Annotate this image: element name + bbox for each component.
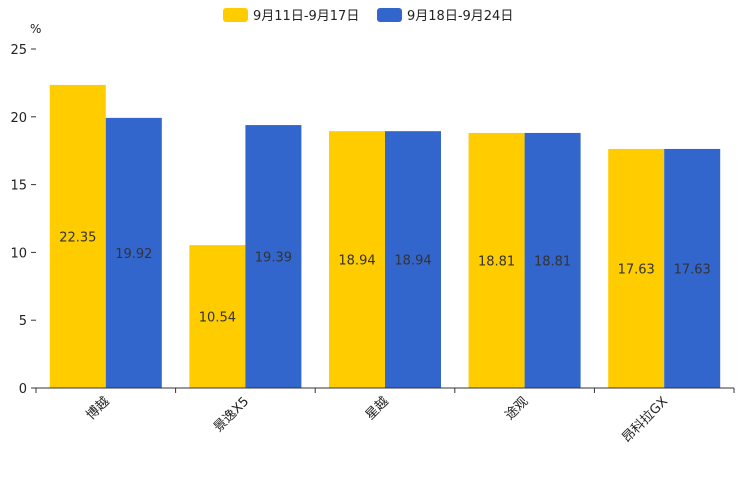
y-tick-label: 25 [10,43,27,58]
bar[interactable] [329,131,385,389]
bar-value-label: 18.81 [478,254,515,269]
legend-swatch [223,8,248,22]
legend-item[interactable]: 9月11日-9月17日 [223,8,359,24]
bar[interactable] [468,132,525,388]
x-axis: 博越 景逸X5 星越 途观 昂科拉GX [35,387,735,446]
y-axis: 0 5 10 15 20 25 [10,43,36,397]
legend-item[interactable]: 9月18日-9月24日 [377,8,513,24]
bar-value-label: 18.94 [338,254,375,269]
bar[interactable] [524,132,581,388]
y-tick-label: 10 [10,246,27,261]
bar-value-label: 17.63 [618,262,655,277]
y-tick-label: 5 [19,314,27,329]
bar-value-label: 18.81 [534,254,571,269]
bars: 22.35 10.54 18.94 18.81 17.63 19.92 19.39 18.94… [49,84,721,389]
bar[interactable] [105,117,162,388]
bar[interactable] [608,148,665,388]
x-tick-label: 途观 [502,394,532,424]
bar-value-label: 19.39 [255,251,292,266]
y-tick-label: 15 [10,179,27,194]
legend-swatch [377,8,402,22]
legend-label: 9月18日-9月24日 [407,9,513,24]
y-tick-label: 0 [19,382,27,397]
bar[interactable] [245,125,302,389]
bar-value-label: 22.35 [59,230,96,245]
bar[interactable] [49,84,106,389]
y-tick-label: 20 [10,111,27,126]
legend[interactable]: 9月11日-9月17日 9月18日-9月24日 [223,8,513,24]
bar[interactable] [189,245,246,388]
bar-value-label: 19.92 [115,247,152,262]
x-tick-label: 昂科拉GX [619,394,671,446]
legend-label: 9月11日-9月17日 [253,9,359,24]
bar-value-label: 10.54 [199,311,236,326]
bar-value-label: 17.63 [674,262,711,277]
x-tick-label: 博越 [84,394,113,423]
bar[interactable] [385,131,441,389]
y-axis-unit-label: % [30,22,41,36]
bar[interactable] [664,148,721,388]
bar-value-label: 18.94 [394,254,431,269]
x-tick-label: 星越 [363,394,392,423]
x-tick-label: 景逸X5 [211,394,252,435]
